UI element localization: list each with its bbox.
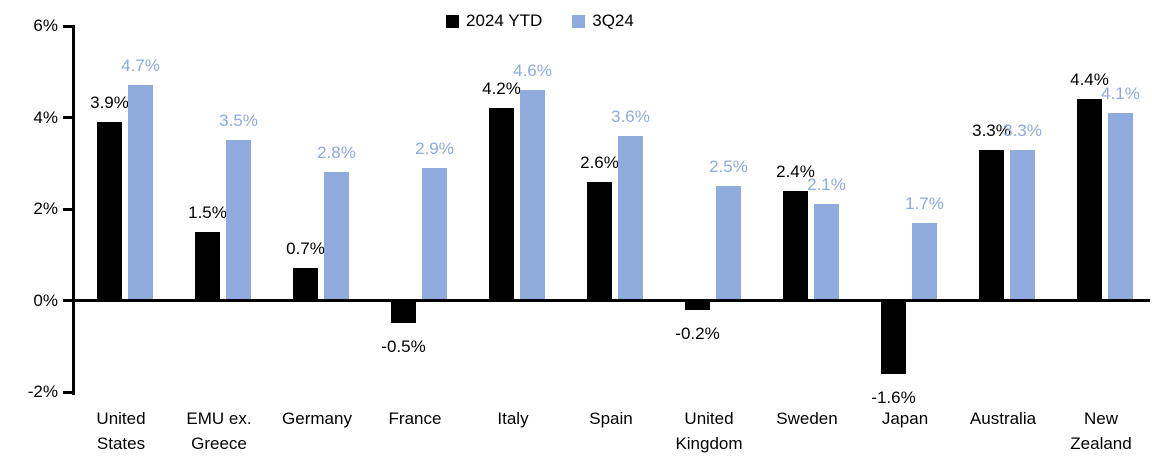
x-axis-category-united-states: United States [96,409,146,453]
legend-item-2024-ytd: 2024 YTD [446,11,542,31]
x-axis-category-australia: Australia [969,409,1037,428]
x-axis-category-emu-ex-greece: EMU ex. Greece [186,409,252,453]
bar-label-3q24-emu-ex-greece: 3.5% [219,111,258,131]
bar-3q24-spain [618,135,643,301]
x-axis-category-united-kingdom: United Kingdom [675,409,743,453]
y-axis-tick-label: 6% [33,16,58,35]
legend-label: 3Q24 [592,11,634,30]
bar-3q24-emu-ex-greece [226,140,251,301]
y-axis-tick [63,116,75,119]
bar-3q24-japan [912,222,937,301]
bar-2024-ytd-italy [489,108,514,301]
bar-label-2024-ytd-new-zealand: 4.4% [1070,70,1109,90]
x-axis-category-france: France [388,409,442,428]
legend-swatch-icon [572,14,586,28]
x-axis-category-japan: Japan [881,409,929,428]
bar-label-3q24-spain: 3.6% [611,106,650,126]
bar-label-2024-ytd-japan: -1.6% [871,387,916,407]
bar-2024-ytd-new-zealand [1077,99,1102,301]
legend-item-3q24: 3Q24 [572,11,634,31]
legend-label: 2024 YTD [466,11,543,30]
bar-3q24-germany [324,172,349,301]
y-axis-tick-label: 0% [33,290,58,310]
bar-2024-ytd-united-kingdom [685,300,710,310]
y-axis-tick-label: -2% [27,382,58,401]
bar-3q24-france [422,167,447,301]
x-axis-line [72,299,1150,302]
bar-label-3q24-germany: 2.8% [317,143,356,163]
bar-2024-ytd-australia [979,149,1004,301]
bar-2024-ytd-japan [881,300,906,374]
chart-legend: 2024 YTD 3Q24 [446,11,634,31]
bar-label-2024-ytd-united-states: 3.9% [90,93,129,113]
bar-2024-ytd-united-states [97,122,122,301]
bar-label-3q24-new-zealand: 4.1% [1101,83,1140,103]
x-axis-category-germany: Germany [282,409,352,428]
legend-swatch-icon [446,14,459,28]
bar-label-2024-ytd-france: -0.5% [381,337,426,357]
y-axis-tick-label: 2% [33,199,58,218]
bar-2024-ytd-germany [293,268,318,301]
bar-2024-ytd-spain [587,181,612,301]
x-axis-category-italy: Italy [497,409,529,428]
bar-3q24-united-kingdom [716,186,741,301]
bar-label-2024-ytd-sweden: 2.4% [776,161,815,181]
y-axis-tick [63,390,75,394]
bar-label-2024-ytd-australia: 3.3% [972,120,1011,140]
bar-label-3q24-italy: 4.6% [513,61,552,81]
bar-label-2024-ytd-united-kingdom: -0.2% [675,323,720,343]
bar-label-3q24-japan: 1.7% [905,193,944,213]
bar-label-3q24-united-states: 4.7% [121,56,160,76]
bar-2024-ytd-sweden [783,190,808,301]
bar-3q24-united-states [128,85,153,301]
bar-label-2024-ytd-italy: 4.2% [482,79,521,99]
bar-label-3q24-france: 2.9% [415,138,454,158]
y-axis-tick-label: 4% [33,107,58,127]
bar-3q24-australia [1010,149,1035,301]
bar-3q24-italy [520,90,545,301]
bar-3q24-sweden [814,204,839,301]
bar-label-2024-ytd-germany: 0.7% [286,239,325,259]
y-axis-tick [63,299,75,302]
bar-2024-ytd-emu-ex-greece [195,231,220,301]
bar-2024-ytd-france [391,300,416,324]
x-axis-category-spain: Spain [589,409,633,428]
bar-label-3q24-united-kingdom: 2.5% [709,157,748,177]
x-axis-category-new-zealand: New Zealand [1070,409,1132,453]
bar-label-3q24-sweden: 2.1% [807,175,846,195]
bar-label-2024-ytd-spain: 2.6% [580,152,619,172]
bar-label-2024-ytd-emu-ex-greece: 1.5% [188,202,227,222]
y-axis-tick [63,24,75,28]
bar-label-3q24-australia: 3.3% [1003,120,1042,140]
bar-3q24-new-zealand [1108,112,1133,301]
y-axis-tick [63,207,75,211]
x-axis-category-sweden: Sweden [776,409,838,428]
